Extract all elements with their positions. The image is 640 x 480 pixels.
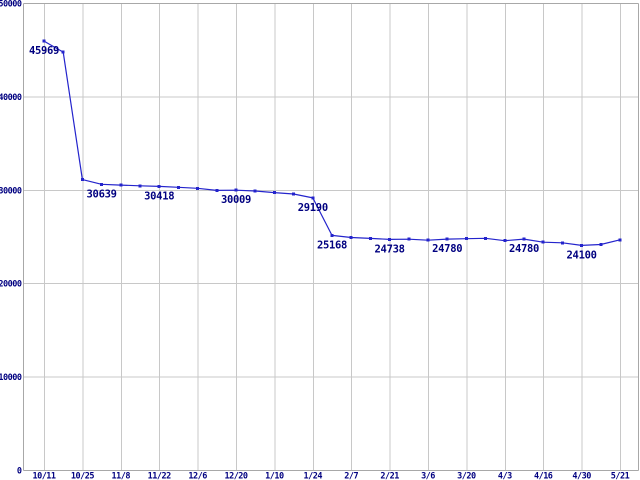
price-line-path [43,40,621,246]
y-tick-label: 10000 [0,373,22,383]
x-tick-label: 1/24 [304,472,323,480]
data-point-marker [80,178,84,182]
data-point-marker [311,196,315,200]
data-point-marker [196,186,200,190]
data-point-marker [42,39,46,43]
y-tick-label: 20000 [0,280,22,290]
data-point-marker [407,237,411,241]
data-point-marker [388,237,392,241]
data-point-marker [330,233,334,237]
price-line [43,40,621,246]
value-label: 24780 [509,243,539,255]
data-point-marker [560,241,564,245]
data-point-marker [61,50,65,54]
x-tick-label: 1/10 [265,472,284,480]
data-point-marker [522,237,526,241]
y-tick-label: 0 [17,467,22,477]
y-tick-label: 30000 [0,186,22,196]
data-point-marker [253,189,257,193]
y-axis-labels: 0 10000 20000 30000 40000 50000 [0,0,22,477]
axis-border [23,3,639,471]
x-axis-labels: 10/11 10/25 11/8 11/22 12/6 12/20 1/10 1/24 2/7 2… [32,472,630,480]
value-label: 24100 [567,249,597,261]
value-label: 29190 [298,202,328,214]
data-point-markers [42,39,622,247]
data-point-marker [541,240,545,244]
data-point-marker [503,239,507,243]
x-tick-label: 4/16 [534,472,553,480]
data-point-marker [234,188,238,192]
data-point-marker [157,184,161,188]
x-tick-label: 4/3 [498,472,512,480]
x-tick-label: 4/30 [572,472,591,480]
data-point-marker [100,182,104,186]
value-labels: 45969 30639 30418 30009 29190 25168 24738 24780… [29,45,597,261]
data-point-marker [445,237,449,241]
x-tick-label: 11/8 [112,472,131,480]
data-point-marker [349,235,353,239]
x-tick-label: 5/21 [611,472,630,480]
grid-lines [23,3,639,471]
value-label: 24780 [432,243,462,255]
data-point-marker [618,238,622,242]
x-tick-label: 11/22 [148,472,171,480]
data-point-marker [176,185,180,189]
x-tick-label: 3/20 [457,472,476,480]
data-point-marker [272,191,276,195]
value-label: 30009 [221,194,251,206]
value-label: 30639 [87,188,117,200]
y-tick-label: 50000 [0,0,22,10]
data-point-marker [426,238,430,242]
data-point-marker [292,192,296,196]
value-label: 45969 [29,45,59,57]
x-tick-label: 10/25 [71,472,94,480]
data-point-marker [599,242,603,246]
value-label: 24738 [375,243,405,255]
data-point-marker [484,236,488,240]
x-tick-label: 3/6 [421,472,435,480]
data-point-marker [119,183,123,187]
x-tick-label: 10/11 [32,472,55,480]
value-label: 25168 [317,239,347,251]
y-tick-label: 40000 [0,93,22,103]
x-tick-label: 2/7 [344,472,358,480]
data-point-marker [368,236,372,240]
value-label: 30418 [144,190,174,202]
x-tick-label: 12/20 [224,472,247,480]
data-point-marker [215,188,219,192]
x-tick-label: 12/6 [188,472,207,480]
data-point-marker [464,237,468,241]
data-point-marker [580,243,584,247]
data-point-marker [138,184,142,188]
x-tick-label: 2/21 [380,472,399,480]
